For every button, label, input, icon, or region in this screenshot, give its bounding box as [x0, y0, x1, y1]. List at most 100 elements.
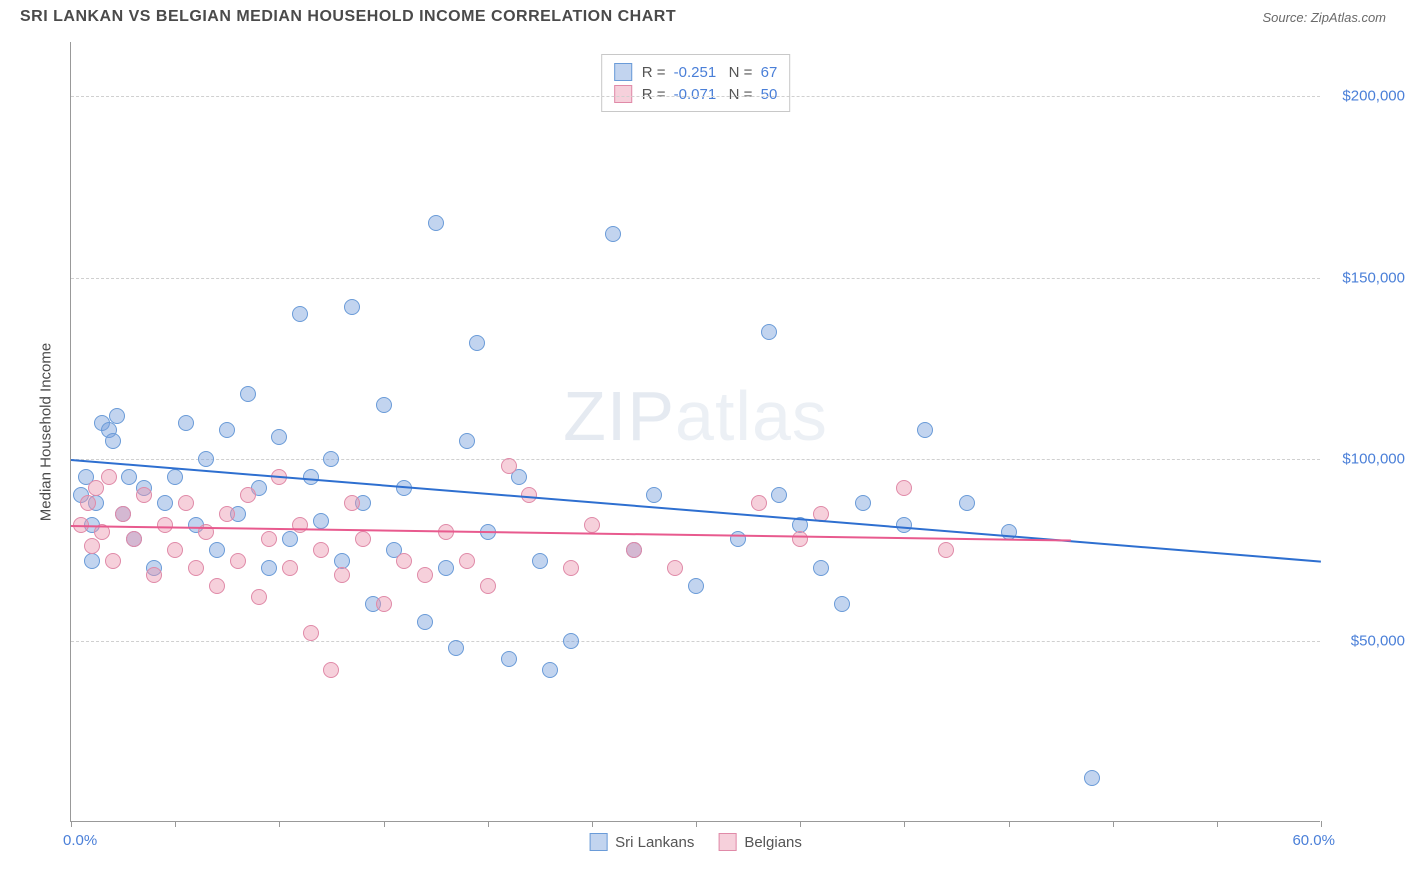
scatter-point	[240, 386, 256, 402]
bottom-legend: Sri Lankans Belgians	[589, 833, 802, 851]
scatter-point	[563, 560, 579, 576]
watermark-bold: ZIP	[563, 377, 675, 455]
y-tick-label: $200,000	[1325, 88, 1405, 105]
scatter-point	[542, 662, 558, 678]
scatter-point	[313, 542, 329, 558]
source-label: Source: ZipAtlas.com	[1262, 10, 1386, 25]
scatter-point	[167, 542, 183, 558]
scatter-point	[344, 495, 360, 511]
watermark-light: atlas	[675, 377, 828, 455]
scatter-point	[251, 589, 267, 605]
stats-row: R = -0.251 N = 67	[614, 61, 778, 83]
scatter-point	[261, 531, 277, 547]
scatter-point	[459, 553, 475, 569]
scatter-point	[219, 422, 235, 438]
stats-legend-box: R = -0.251 N = 67 R = -0.071 N = 50	[601, 54, 791, 112]
x-tick	[1217, 821, 1218, 827]
legend-label: Belgians	[744, 834, 802, 851]
x-tick	[175, 821, 176, 827]
stats-text: R = -0.071 N = 50	[642, 86, 778, 103]
scatter-point	[271, 429, 287, 445]
scatter-point	[115, 506, 131, 522]
scatter-point	[157, 495, 173, 511]
scatter-point	[344, 299, 360, 315]
scatter-point	[428, 215, 444, 231]
x-tick	[1321, 821, 1322, 827]
scatter-point	[105, 553, 121, 569]
scatter-point	[584, 517, 600, 533]
x-tick	[1009, 821, 1010, 827]
scatter-point	[188, 560, 204, 576]
plot-area: Median Household Income ZIPatlas 0.0% 60…	[70, 42, 1320, 822]
scatter-point	[355, 531, 371, 547]
scatter-point	[771, 487, 787, 503]
scatter-point	[459, 433, 475, 449]
scatter-point	[938, 542, 954, 558]
scatter-point	[292, 306, 308, 322]
scatter-point	[417, 567, 433, 583]
scatter-point	[813, 560, 829, 576]
x-tick	[279, 821, 280, 827]
scatter-point	[105, 433, 121, 449]
y-tick-label: $100,000	[1325, 451, 1405, 468]
scatter-point	[501, 458, 517, 474]
scatter-point	[376, 596, 392, 612]
scatter-point	[896, 480, 912, 496]
scatter-point	[219, 506, 235, 522]
scatter-point	[157, 517, 173, 533]
x-tick	[696, 821, 697, 827]
trend-line	[71, 525, 1071, 542]
scatter-point	[761, 324, 777, 340]
scatter-point	[396, 553, 412, 569]
scatter-point	[178, 495, 194, 511]
scatter-point	[917, 422, 933, 438]
grid-line	[71, 641, 1320, 642]
scatter-point	[438, 560, 454, 576]
scatter-point	[730, 531, 746, 547]
scatter-point	[230, 553, 246, 569]
legend-label: Sri Lankans	[615, 834, 694, 851]
scatter-point	[313, 513, 329, 529]
trend-line	[71, 459, 1321, 563]
scatter-point	[323, 662, 339, 678]
scatter-point	[126, 531, 142, 547]
scatter-point	[209, 578, 225, 594]
scatter-point	[532, 553, 548, 569]
x-tick	[1113, 821, 1114, 827]
scatter-point	[282, 531, 298, 547]
scatter-point	[501, 651, 517, 667]
scatter-point	[563, 633, 579, 649]
scatter-point	[209, 542, 225, 558]
x-tick	[488, 821, 489, 827]
scatter-point	[323, 451, 339, 467]
chart-container: Median Household Income ZIPatlas 0.0% 60…	[20, 32, 1386, 872]
scatter-point	[469, 335, 485, 351]
grid-line	[71, 96, 1320, 97]
scatter-point	[448, 640, 464, 656]
scatter-point	[751, 495, 767, 511]
stats-text: R = -0.251 N = 67	[642, 64, 778, 81]
scatter-point	[84, 538, 100, 554]
watermark: ZIPatlas	[563, 376, 828, 456]
scatter-point	[167, 469, 183, 485]
y-tick-label: $50,000	[1325, 632, 1405, 649]
scatter-point	[855, 495, 871, 511]
legend-item: Sri Lankans	[589, 833, 694, 851]
y-tick-label: $150,000	[1325, 269, 1405, 286]
scatter-point	[834, 596, 850, 612]
grid-line	[71, 278, 1320, 279]
y-axis-title: Median Household Income	[38, 342, 55, 520]
chart-title: SRI LANKAN VS BELGIAN MEDIAN HOUSEHOLD I…	[20, 8, 676, 26]
legend-swatch	[589, 833, 607, 851]
x-tick	[384, 821, 385, 827]
scatter-point	[303, 625, 319, 641]
x-axis-max-label: 60.0%	[1292, 832, 1335, 849]
scatter-point	[688, 578, 704, 594]
x-tick	[800, 821, 801, 827]
scatter-point	[121, 469, 137, 485]
scatter-point	[198, 451, 214, 467]
scatter-point	[646, 487, 662, 503]
legend-swatch	[718, 833, 736, 851]
scatter-point	[240, 487, 256, 503]
scatter-point	[178, 415, 194, 431]
